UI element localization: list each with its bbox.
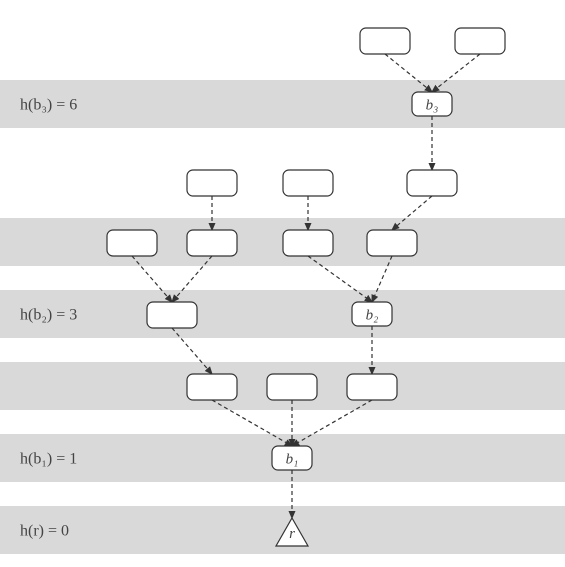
node-p1 [147,302,197,328]
node-q3 [347,374,397,400]
band-label-band-h1: h(b₁) = 1 [20,451,77,468]
node-l3 [283,230,333,256]
node-q2 [267,374,317,400]
node-label-b2: b₂ [366,307,379,323]
node-t2 [455,28,505,54]
diagram-canvas: h(b₃) = 6 h(b₂) = 3 h(b₁) = 1 h(r) = 0 b₃ b₂ b… [0,0,565,567]
node-l1 [107,230,157,256]
band-band-h3 [0,290,565,338]
node-l4 [367,230,417,256]
band-band-h0 [0,506,565,554]
band-band-h6 [0,80,565,128]
node-l2 [187,230,237,256]
node-label-b3: b₃ [426,97,439,113]
node-m1 [187,170,237,196]
node-m2 [283,170,333,196]
band-label-band-h0: h(r) = 0 [20,523,69,540]
node-label-r: r [289,526,295,542]
node-label-b1: b₁ [286,451,299,467]
band-label-band-h6: h(b₃) = 6 [20,97,77,114]
node-t1 [360,28,410,54]
band-label-band-h3: h(b₂) = 3 [20,307,77,324]
node-m3 [407,170,457,196]
node-q1 [187,374,237,400]
layer-bands [0,80,565,554]
